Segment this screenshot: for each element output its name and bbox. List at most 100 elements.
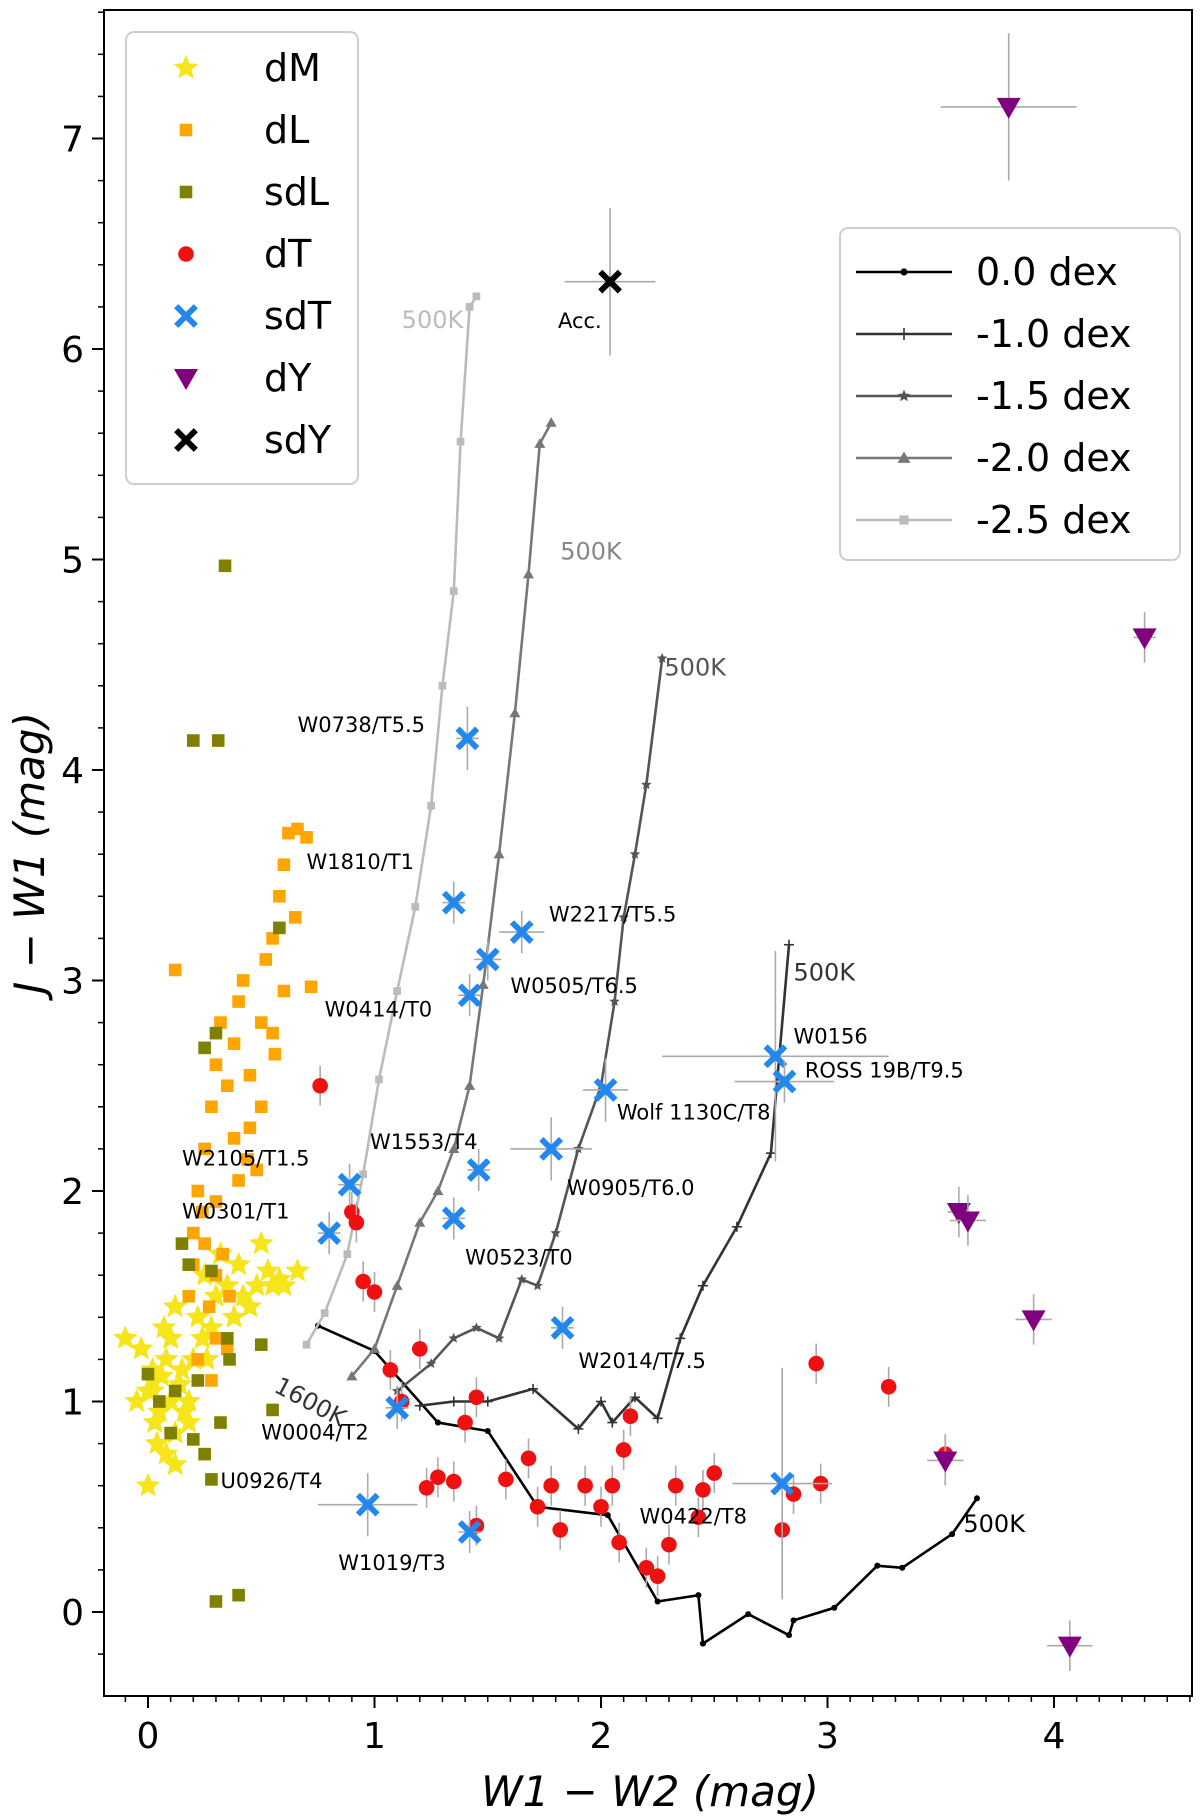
legend-objects-frame	[125, 31, 359, 485]
object-label: W0738/T5.5	[297, 713, 425, 737]
model-temperature-label: 500K	[402, 306, 465, 334]
model-point	[596, 1396, 606, 1407]
model-point	[369, 1343, 380, 1353]
point-sdT-stroke-b	[509, 920, 534, 944]
point-dT-fill	[808, 1355, 824, 1372]
point-dL	[191, 1353, 205, 1366]
point-dL	[227, 1037, 241, 1050]
object-label: W0505/T6.5	[510, 974, 638, 998]
point-sdL	[191, 1374, 205, 1387]
point-dL	[232, 1174, 245, 1187]
model-temperature-label: 500K	[794, 959, 857, 987]
point-sdL	[164, 1426, 177, 1440]
point-sdT-stroke-b	[475, 947, 500, 972]
model-point	[477, 979, 489, 989]
point-dM	[169, 1356, 195, 1381]
legend-marker-dT-fill	[178, 246, 194, 262]
model-point	[629, 848, 641, 859]
point-dT-fill	[593, 1498, 609, 1515]
legend-marker-sdL	[179, 185, 193, 199]
point-dL	[196, 1205, 209, 1219]
object-label: W0422/T8	[640, 1505, 747, 1529]
model-track	[391, 652, 668, 1396]
point-sdL	[266, 1403, 279, 1417]
model-point	[573, 1423, 584, 1434]
point-dL	[198, 1142, 211, 1156]
model-point	[438, 681, 447, 690]
point-sdL	[218, 559, 232, 573]
point-dL	[223, 1289, 236, 1303]
point-dT	[498, 1471, 514, 1488]
point-dT	[615, 1442, 632, 1458]
point-sdT-stroke-b	[355, 1492, 380, 1517]
legend-marker--1.0 dex	[898, 328, 910, 340]
point-sdT	[550, 1315, 575, 1340]
point-dT	[355, 1273, 371, 1290]
point-dM	[128, 1335, 154, 1360]
legend-label-dM: dM	[264, 46, 321, 90]
model-point	[448, 1143, 460, 1154]
legend-label-0.0 dex: 0.0 dex	[976, 250, 1118, 294]
model-point	[831, 1604, 838, 1611]
series-sdY	[564, 207, 656, 356]
point-dL	[220, 1342, 234, 1356]
legend-models-frame	[839, 227, 1181, 561]
point-sdL	[273, 921, 286, 935]
point-sdT	[441, 890, 466, 915]
point-sdL	[153, 1395, 166, 1408]
point-dT-fill	[457, 1414, 473, 1431]
model-point	[449, 587, 458, 595]
legend-label-dL: dL	[264, 108, 309, 152]
point-dT-fill	[355, 1273, 371, 1290]
model-point	[550, 1227, 561, 1238]
point-dT	[418, 1480, 435, 1496]
point-sdY-stroke-b	[598, 269, 622, 294]
point-sdT	[509, 920, 534, 944]
point-dT-fill	[498, 1471, 514, 1488]
point-dM	[185, 1304, 211, 1328]
point-sdL	[232, 1588, 245, 1602]
x-tick-label: 2	[590, 1716, 613, 1757]
point-dM	[162, 1293, 188, 1318]
point-dL	[198, 1237, 211, 1250]
model-point	[343, 1250, 352, 1258]
model-point	[493, 1332, 505, 1343]
point-dY	[933, 1451, 958, 1473]
point-dL	[273, 890, 286, 903]
model-point	[482, 1396, 493, 1407]
point-sdT	[385, 1395, 410, 1420]
object-label: W2014/T7.5	[578, 1349, 706, 1373]
model-point	[302, 1340, 311, 1349]
point-sdL	[209, 1026, 223, 1040]
point-dL	[277, 858, 291, 872]
point-dT	[382, 1362, 399, 1378]
point-dT-fill	[529, 1498, 546, 1515]
model-point	[731, 1221, 742, 1232]
model-point	[471, 1322, 482, 1333]
point-dL	[268, 1047, 282, 1061]
legend-marker-0.0 dex	[900, 268, 908, 276]
point-sdL	[211, 734, 225, 747]
point-sdT	[772, 1069, 797, 1094]
point-sdT	[539, 1137, 564, 1161]
point-dT-fill	[690, 1509, 707, 1526]
object-label: W1553/T4	[370, 1130, 477, 1154]
point-dT	[706, 1465, 723, 1481]
point-sdY	[598, 269, 622, 294]
model-point	[434, 1419, 441, 1426]
point-sdT-stroke-b	[763, 1044, 788, 1069]
model-point	[448, 1396, 459, 1407]
point-dY	[1132, 628, 1157, 650]
model-point	[534, 438, 546, 448]
point-dT-fill	[430, 1469, 446, 1486]
point-sdT	[317, 1221, 342, 1245]
point-dT	[529, 1498, 546, 1515]
point-sdL	[209, 1595, 223, 1608]
model-point	[346, 1370, 358, 1381]
model-point	[545, 417, 557, 427]
object-label: W1019/T3	[338, 1551, 445, 1575]
point-dT	[457, 1414, 473, 1431]
point-dL	[191, 1184, 205, 1198]
point-dT	[690, 1509, 707, 1526]
legend-label--2.5 dex: -2.5 dex	[976, 498, 1132, 542]
